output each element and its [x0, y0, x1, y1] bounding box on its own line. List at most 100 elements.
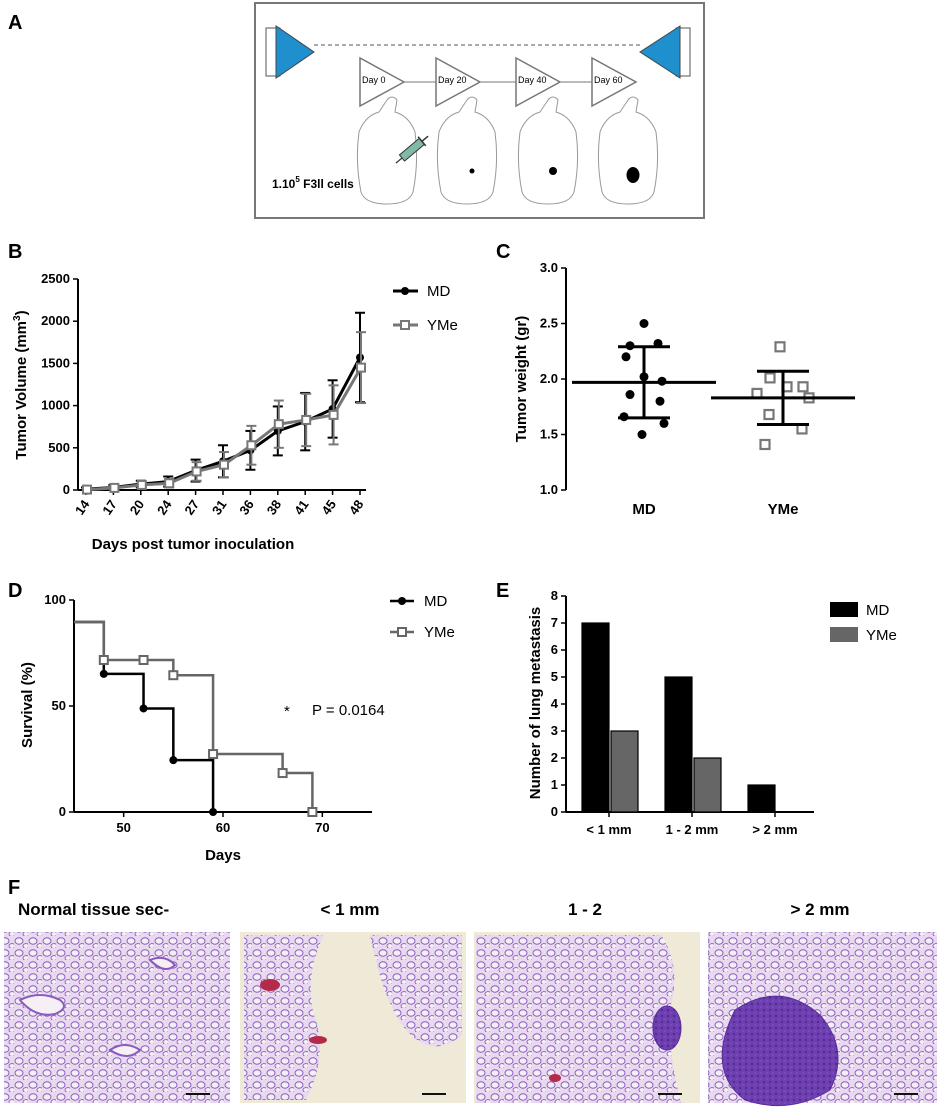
tumor-small — [469, 168, 475, 174]
c-x-tick-label-1: YMe — [768, 501, 799, 518]
d-y-tick-label-0: 0 — [59, 804, 66, 819]
b-y-tick-label-5: 2500 — [41, 271, 70, 286]
b-x-tick-label-9: 45 — [318, 497, 339, 517]
syringe-icon — [395, 135, 429, 164]
e-legend-swatch-YMe — [830, 627, 858, 642]
e-y-tick-label-5: 5 — [551, 669, 558, 684]
c-point-YMe-3 — [797, 381, 809, 393]
e-y-label: Number of lung metastasis — [527, 607, 544, 800]
c-point-YMe-6 — [763, 408, 775, 421]
day-triangle-1 — [435, 56, 482, 108]
mouse-icon-1 — [436, 96, 498, 205]
c-point-MD-0 — [639, 319, 649, 328]
c-point-MD-7 — [655, 396, 665, 406]
c-x-tick-label-0: MD — [632, 501, 655, 518]
c-y-label: Tumor weight (gr) — [513, 316, 530, 442]
e-y-tick-label-8: 8 — [551, 588, 558, 603]
histology-image-lt1mm — [240, 932, 466, 1103]
histology-title-normal: Normal tissue sec- — [18, 900, 170, 919]
d-point-YMe-1 — [138, 655, 149, 665]
c-y-tick-label-3: 2.5 — [540, 316, 558, 331]
e-bar-MD-1 — [664, 676, 693, 813]
b-y-tick-label-2: 1000 — [41, 398, 70, 413]
chart-d: 0 50 100 50 60 70 Days Survival (%) MD YMe — [19, 592, 455, 864]
schematic-frame — [254, 2, 705, 219]
d-point-MD-2 — [169, 756, 178, 765]
day-label-0: Day 0 — [362, 75, 386, 85]
e-x-tick-label-2: > 2 mm — [752, 822, 797, 837]
b-y-label-sup: 3 — [12, 315, 23, 321]
left-blue-triangle-icon — [275, 25, 315, 79]
e-y-tick-label-3: 3 — [551, 723, 558, 738]
d-y-tick-label-1: 50 — [52, 698, 66, 713]
day-triangle-0 — [359, 56, 406, 108]
b-x-tick-label-2: 20 — [127, 497, 148, 517]
day-label-1: Day 20 — [438, 75, 467, 85]
tumor-medium — [549, 167, 557, 175]
chart-c: 1.0 1.5 2.0 2.5 3.0 Tumor weight (gr) MD YMe — [513, 260, 855, 518]
b-legend-marker-MD — [401, 287, 409, 295]
d-y-label: Survival (%) — [19, 662, 36, 748]
mice-group — [356, 96, 659, 205]
b-x-tick-label-10: 48 — [346, 497, 367, 517]
b-x-tick-label-7: 38 — [264, 497, 285, 517]
b-point-YMe-2 — [136, 479, 147, 490]
d-legend-label-YMe: YMe — [424, 624, 455, 641]
b-x-tick-label-4: 27 — [181, 497, 202, 517]
b-point-YMe-9 — [328, 409, 339, 420]
e-y-tick-label-1: 1 — [551, 777, 558, 792]
day-triangle-3 — [591, 56, 638, 108]
b-point-YMe-4 — [191, 466, 202, 477]
d-x-tick-label-2: 70 — [315, 820, 329, 835]
panel-letter-c: C — [496, 241, 511, 263]
b-x-tick-label-8: 41 — [291, 497, 312, 517]
d-x-tick-label-0: 50 — [116, 820, 130, 835]
d-point-MD-0 — [99, 669, 108, 678]
e-bar-MD-2 — [747, 784, 776, 813]
c-y-tick-label-4: 3.0 — [540, 260, 558, 275]
c-point-YMe-0 — [774, 341, 786, 353]
b-point-YMe-5 — [219, 459, 229, 470]
p-value-label: P = 0.0164 — [312, 702, 385, 719]
b-y-label: Tumor Volume (mm3) — [12, 310, 30, 459]
mouse-body-2 — [517, 96, 579, 205]
b-y-tick-label-1: 500 — [48, 440, 70, 455]
d-legend-label-MD: MD — [424, 593, 447, 610]
b-point-YMe-0 — [82, 484, 92, 495]
c-point-MD-3 — [621, 352, 631, 362]
d-point-YMe-5 — [307, 807, 318, 817]
histology-title-gt2mm: > 2 mm — [790, 900, 850, 919]
panel-letter-a: A — [8, 12, 23, 34]
b-point-YMe-3 — [164, 478, 175, 489]
d-point-YMe-2 — [168, 670, 179, 681]
histology-title-lt1mm: < 1 mm — [320, 900, 380, 919]
e-legend-swatch-MD — [830, 602, 858, 617]
cells-label: 1.105 F3ll cells — [272, 175, 354, 191]
c-point-YMe-1 — [764, 372, 776, 384]
experiment-schematic: Day 0 Day 20 Day 40 Day 60 1.105 F3ll cells — [254, 2, 705, 219]
e-y-tick-label-7: 7 — [551, 615, 558, 630]
c-y-tick-label-0: 1.0 — [540, 482, 558, 497]
b-y-tick-label-0: 0 — [63, 482, 70, 497]
panel-letter-f: F — [8, 877, 21, 899]
mouse-body-3 — [597, 96, 659, 205]
e-bar-MD-0 — [581, 622, 610, 813]
d-y-tick-label-2: 100 — [44, 592, 66, 607]
histology-image-gt2mm — [708, 932, 937, 1107]
b-y-label-main: Tumor Volume (mm — [13, 321, 30, 460]
tumor-large — [626, 167, 640, 183]
d-curve-YMe — [74, 620, 314, 812]
b-point-YMe-10 — [356, 362, 366, 373]
c-point-MD-6 — [625, 390, 635, 400]
c-point-MD-9 — [659, 418, 669, 428]
e-x-tick-label-0: < 1 mm — [586, 822, 631, 837]
mouse-icon-2 — [517, 96, 579, 205]
histology-image-normal — [4, 932, 230, 1103]
histology-image-1-2mm — [474, 932, 700, 1103]
panel-letter-e: E — [496, 580, 510, 602]
mouse-icon-0 — [356, 96, 418, 205]
b-legend-label-MD: MD — [427, 283, 450, 300]
